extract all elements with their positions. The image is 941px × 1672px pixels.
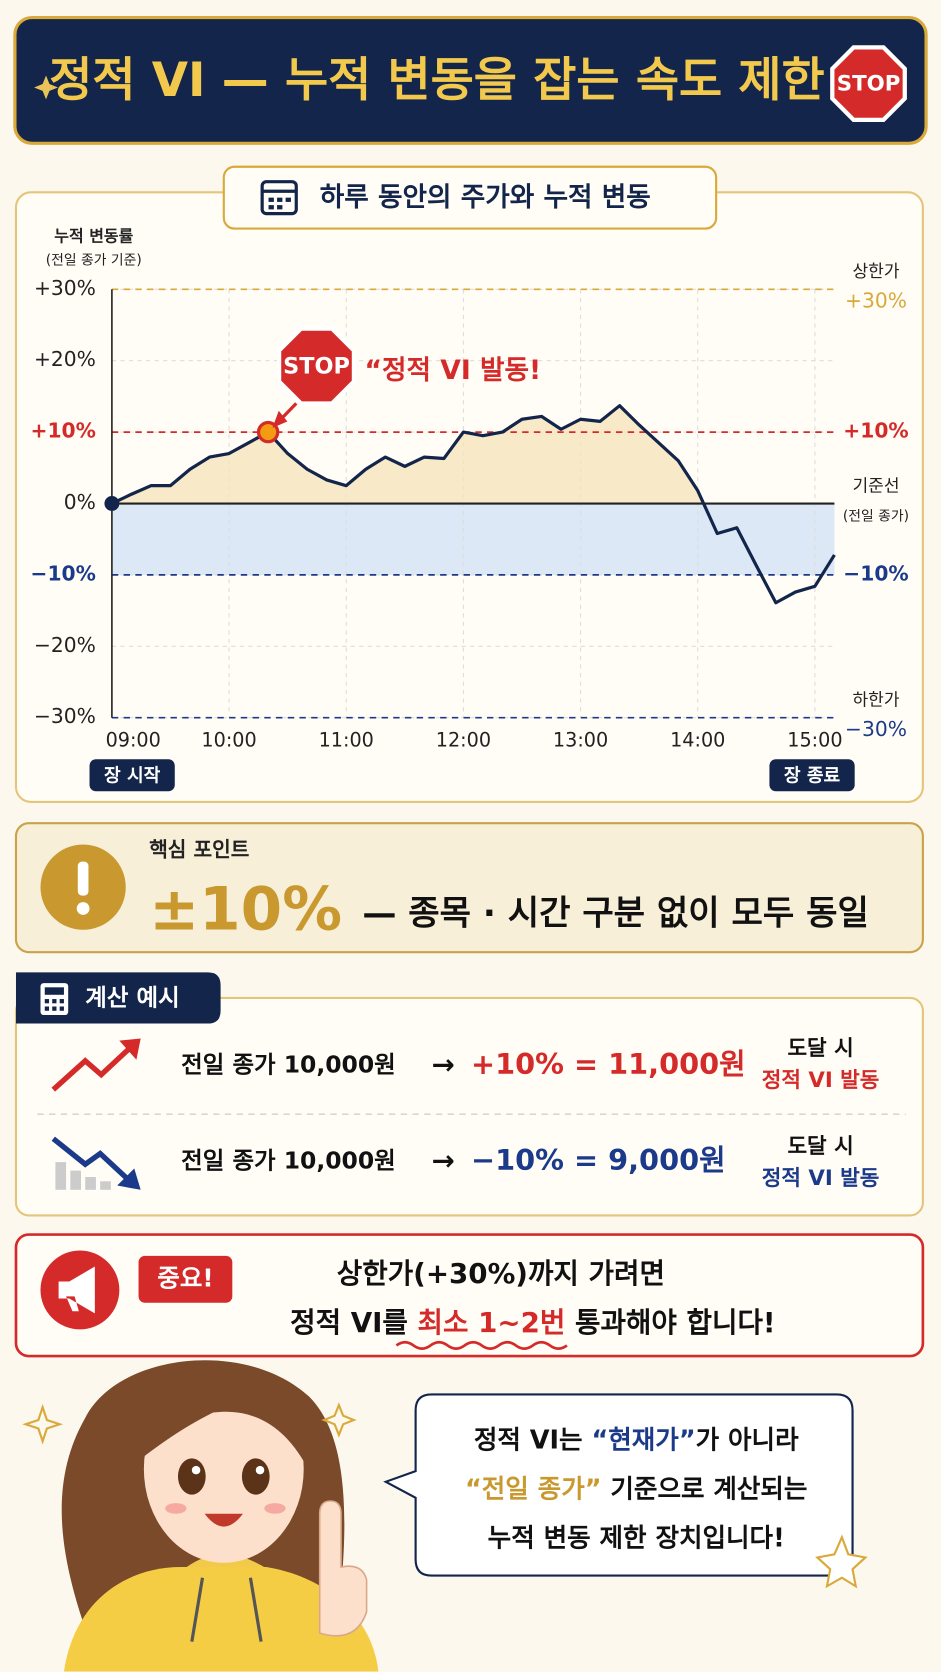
sparkle [34, 75, 58, 100]
x-tick-label: 13:00 [553, 729, 608, 752]
reference-name: 기준선 [852, 476, 899, 496]
text-part: 정적 VI를 [290, 1306, 417, 1339]
y-tick-label: −20% [34, 633, 96, 657]
chart-plot: +30% +20% +10% 0% −10% −20% −30% 09:00 10:00 11:0… [31, 262, 909, 792]
calc-result: +10% = 11,000원 [471, 1047, 746, 1081]
key-point-label: 핵심 포인트 [149, 837, 249, 861]
price-line [111, 404, 836, 605]
x-tick-label: 15:00 [787, 729, 842, 752]
reference-label: (전일 종가) [843, 508, 909, 524]
key-point-text: — 종목 · 시간 구분 없이 모두 동일 [362, 893, 869, 933]
session-tag [769, 759, 855, 792]
calc-base: 전일 종가 10,000원 [181, 1051, 396, 1079]
title: 정적 VI — 누적 변동을 잡는 속도 제한 [49, 53, 824, 108]
down-arrow-icon [51, 1136, 141, 1190]
annotation-arrowhead [272, 410, 288, 428]
session-tag [89, 759, 175, 792]
x-tick-label: 12:00 [436, 729, 491, 752]
important-box [14, 1233, 925, 1358]
session-label: 장 종료 [784, 765, 841, 786]
bubble-line: “전일 종가” 기준으로 계산되는 [465, 1474, 808, 1504]
y-tick-label: +30% [34, 276, 96, 300]
x-tick-label: 10:00 [201, 729, 256, 752]
reference-name: 상한가 [852, 262, 899, 282]
important-line: 상한가(+30%)까지 가려면 [337, 1257, 665, 1290]
megaphone-shape [58, 1266, 95, 1314]
important-tag-box [138, 1255, 233, 1303]
wavy-underline [395, 1340, 568, 1350]
alert-icon-bar [77, 861, 89, 896]
calendar-icon [260, 180, 298, 216]
positive-area [111, 405, 835, 504]
highlight: “현재가” [591, 1425, 695, 1455]
calc-event: 정적 VI 발동 [762, 1166, 880, 1191]
bubble-line: 정적 VI는 “현재가”가 아니라 [474, 1425, 799, 1455]
header-bar [13, 15, 928, 145]
calc-arrow: → [432, 1048, 455, 1081]
y-tick-label: +20% [34, 347, 96, 371]
reference-label: +30% [845, 289, 907, 313]
key-point-value: ±10% [149, 875, 342, 944]
text-part: 통과해야 합니다! [565, 1306, 775, 1339]
important-line: 정적 VI를 최소 1~2번 통과해야 합니다! [290, 1306, 775, 1339]
stop-sign [276, 326, 357, 406]
calculator-icon [40, 983, 69, 1016]
reference-label: −10% [843, 561, 908, 585]
character [22, 1360, 379, 1672]
reference-label: −30% [845, 717, 907, 741]
y-tick-label: −30% [34, 704, 96, 728]
reference-label: +10% [843, 419, 908, 443]
text-part: 가 아니라 [696, 1425, 799, 1455]
calc-when: 도달 시 [787, 1036, 853, 1061]
x-tick-label: 09:00 [106, 729, 161, 752]
bubble-line: 누적 변동 제한 장치입니다! [488, 1523, 785, 1553]
star [815, 1534, 868, 1589]
negative-zone [111, 503, 835, 575]
chart-title: 하루 동안의 주가와 누적 변동 [320, 182, 651, 213]
calc-title: 계산 예시 [85, 984, 179, 1012]
text-part: 기준으로 계산되는 [602, 1474, 808, 1504]
alert-icon-dot [76, 902, 90, 915]
text-part: 정적 VI는 [474, 1425, 592, 1455]
y-tick-label: +10% [31, 419, 96, 443]
x-tick-label: 14:00 [670, 729, 725, 752]
important-tag: 중요! [157, 1263, 213, 1292]
annotation-text: “정적 VI 발동! [364, 355, 541, 386]
stop-badge-shape [830, 45, 907, 122]
stop-badge: STOP [837, 72, 901, 97]
reference-name: 하한가 [852, 691, 899, 711]
up-arrow-icon [51, 1038, 141, 1092]
x-tick-label: 11:00 [319, 729, 374, 752]
highlight: “전일 종가” [465, 1474, 602, 1504]
calc-arrow: → [432, 1144, 455, 1177]
y-axis-sublabel: (전일 종가 기준) [46, 253, 142, 269]
highlight: 최소 1~2번 [418, 1306, 566, 1339]
key-point-box [14, 822, 924, 954]
y-tick-label: 0% [64, 490, 96, 514]
y-axis-label: 누적 변동률 [54, 227, 133, 246]
calc-result: −10% = 9,000원 [471, 1143, 726, 1177]
calc-when: 도달 시 [787, 1134, 853, 1159]
y-tick-label: −10% [31, 561, 96, 585]
speech-bubble [383, 1393, 854, 1577]
calc-base: 전일 종가 10,000원 [181, 1147, 396, 1175]
calc-box [14, 996, 924, 1217]
session-label: 장 시작 [104, 765, 161, 786]
calc-event: 정적 VI 발동 [762, 1068, 880, 1093]
chart-title-box [222, 165, 718, 230]
start-point [104, 496, 120, 511]
stop-sign-text: STOP [283, 354, 350, 380]
